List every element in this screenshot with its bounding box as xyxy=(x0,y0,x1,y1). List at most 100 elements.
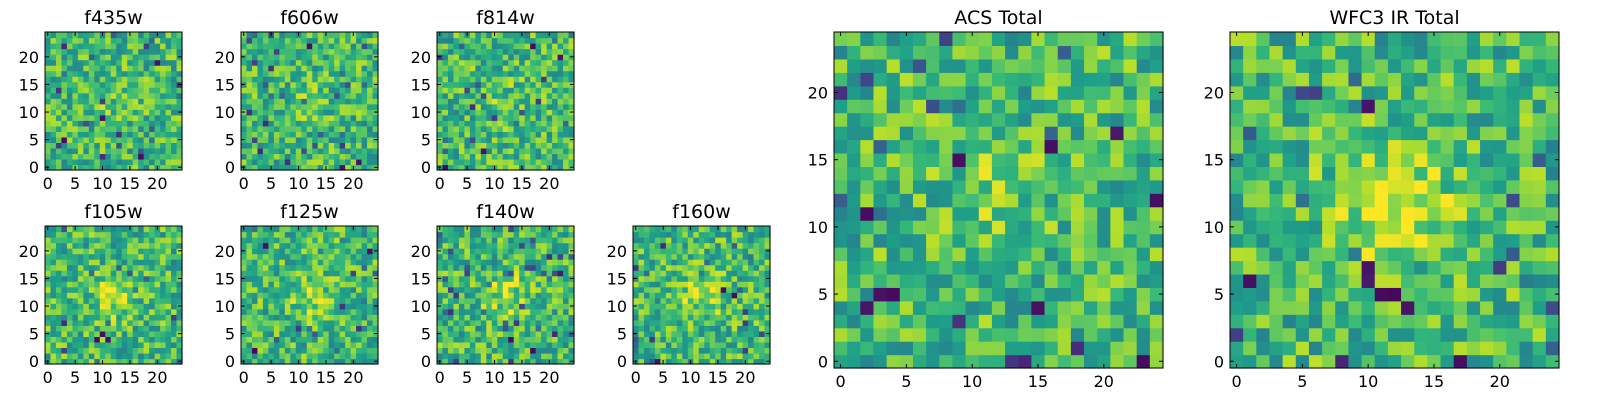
heatmap-cell xyxy=(154,136,161,143)
heatmap-cell xyxy=(367,65,374,72)
heatmap-cell xyxy=(127,308,134,315)
heatmap-cell xyxy=(453,76,460,83)
heatmap-cell xyxy=(491,109,498,116)
heatmap-cell xyxy=(654,242,661,249)
heatmap-cell xyxy=(132,164,139,171)
heatmap-cell xyxy=(356,226,363,233)
heatmap-cell xyxy=(546,297,553,304)
heatmap-cell xyxy=(110,147,117,155)
heatmap-cell xyxy=(61,131,68,138)
heatmap-cell xyxy=(1018,220,1032,235)
heatmap-cell xyxy=(860,247,875,262)
heatmap-cell xyxy=(649,341,656,349)
heatmap-cell xyxy=(246,308,253,315)
heatmap-cell xyxy=(530,231,537,238)
heatmap-cell xyxy=(563,242,570,249)
heatmap-cell xyxy=(345,103,352,110)
heatmap-cell xyxy=(676,330,683,337)
heatmap-cell xyxy=(530,87,537,94)
heatmap-cell xyxy=(165,308,172,315)
heatmap-cell xyxy=(834,206,848,221)
heatmap-cell xyxy=(334,253,341,260)
heatmap-cell xyxy=(442,330,449,337)
heatmap-cell xyxy=(720,358,727,365)
heatmap-cell xyxy=(306,292,313,299)
heatmap-cell xyxy=(306,131,313,138)
heatmap-cell xyxy=(486,242,493,249)
heatmap-cell xyxy=(138,158,145,166)
heatmap-cell xyxy=(447,336,455,343)
heatmap-cell xyxy=(965,354,980,369)
heatmap-cell xyxy=(541,253,548,260)
heatmap-cell xyxy=(268,59,275,66)
heatmap-cell xyxy=(262,292,269,299)
heatmap-cell xyxy=(568,153,575,160)
heatmap-cell xyxy=(356,275,363,282)
heatmap-cell xyxy=(709,319,716,326)
heatmap-cell xyxy=(165,43,172,50)
heatmap-cell xyxy=(480,114,487,121)
heatmap-cell xyxy=(306,352,313,360)
heatmap-cell xyxy=(912,260,927,275)
heatmap-cell xyxy=(50,237,57,244)
heatmap-cell xyxy=(480,275,487,282)
heatmap-cell xyxy=(748,237,755,244)
heatmap-cell xyxy=(295,59,302,66)
heatmap-cell xyxy=(873,287,888,302)
heatmap-cell xyxy=(726,281,733,288)
heatmap-cell xyxy=(61,120,68,127)
heatmap-cell xyxy=(160,253,167,260)
heatmap-cell xyxy=(312,352,319,360)
heatmap-cell xyxy=(268,336,275,343)
heatmap-cell xyxy=(50,314,57,321)
heatmap-cell xyxy=(486,253,493,260)
heatmap-cell xyxy=(1149,354,1164,369)
heatmap-cell xyxy=(339,314,346,321)
heatmap-cell xyxy=(453,109,460,116)
heatmap-cell xyxy=(709,352,716,360)
heatmap-cell xyxy=(682,264,689,271)
heatmap-cell xyxy=(72,98,79,105)
heatmap-cell xyxy=(535,70,542,77)
heatmap-cell xyxy=(268,136,275,143)
heatmap-cell xyxy=(339,98,346,105)
heatmap-cell xyxy=(1057,341,1072,356)
heatmap-cell xyxy=(251,147,259,155)
heatmap-cell xyxy=(66,81,73,88)
heatmap-cell xyxy=(143,314,150,321)
heatmap-cell xyxy=(475,352,482,360)
heatmap-cell xyxy=(257,358,264,365)
heatmap-cell xyxy=(687,275,694,282)
heatmap-cell xyxy=(638,347,645,354)
heatmap-cell xyxy=(519,259,526,266)
heatmap-cell xyxy=(541,120,548,127)
heatmap-cell xyxy=(61,164,68,171)
heatmap-cell xyxy=(241,87,248,94)
heatmap-cell xyxy=(1149,166,1164,181)
heatmap-cell xyxy=(557,147,564,155)
heatmap-cell xyxy=(447,98,455,105)
heatmap-cell xyxy=(563,231,570,238)
heatmap-cell xyxy=(737,286,744,293)
heatmap-cell xyxy=(541,114,548,121)
heatmap-cell xyxy=(926,166,940,181)
heatmap-cell xyxy=(442,164,449,171)
heatmap-cell xyxy=(77,120,84,127)
heatmap-cell xyxy=(541,70,548,77)
heatmap-cell xyxy=(682,231,689,238)
heatmap-cell xyxy=(491,242,498,249)
heatmap-cell xyxy=(262,87,269,94)
heatmap-cell xyxy=(638,281,645,288)
heatmap-cell xyxy=(334,142,341,149)
heatmap-cell xyxy=(94,303,101,310)
heatmap-cell xyxy=(753,286,760,293)
heatmap-cell xyxy=(530,114,537,121)
heatmap-cell xyxy=(899,327,914,342)
heatmap-cell xyxy=(361,259,368,266)
heatmap-cell xyxy=(284,37,291,44)
heatmap-cell xyxy=(372,103,379,110)
heatmap-cell xyxy=(726,330,733,337)
heatmap-cell xyxy=(165,32,172,39)
heatmap-cell xyxy=(469,120,476,127)
